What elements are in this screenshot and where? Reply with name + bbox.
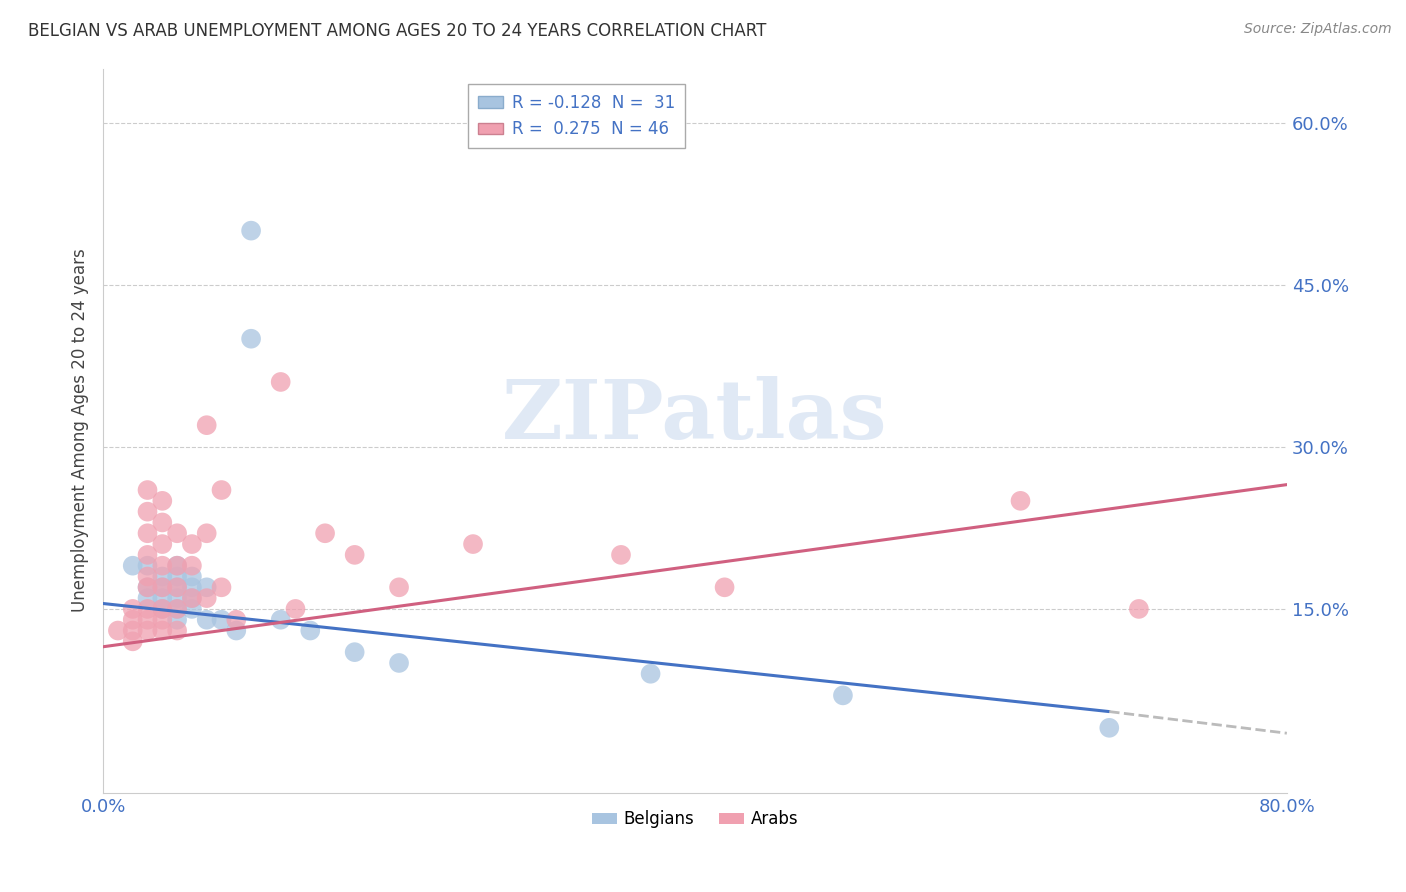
Point [150, 624, 173, 638]
Point [121, 602, 143, 616]
Point [713, 580, 735, 594]
Text: BELGIAN VS ARAB UNEMPLOYMENT AMONG AGES 20 TO 24 YEARS CORRELATION CHART: BELGIAN VS ARAB UNEMPLOYMENT AMONG AGES … [28, 22, 766, 40]
Point [388, 580, 411, 594]
Point [832, 689, 855, 703]
Point [166, 591, 188, 606]
Point [166, 558, 188, 573]
Point [195, 526, 218, 541]
Point [136, 580, 159, 594]
Point [270, 613, 292, 627]
Point [136, 505, 159, 519]
Point [136, 569, 159, 583]
Point [195, 613, 218, 627]
Point [136, 591, 159, 606]
Point [150, 516, 173, 530]
Point [166, 602, 188, 616]
Point [180, 558, 202, 573]
Point [166, 580, 188, 594]
Point [343, 645, 366, 659]
Point [1010, 493, 1032, 508]
Point [166, 526, 188, 541]
Point [150, 580, 173, 594]
Y-axis label: Unemployment Among Ages 20 to 24 years: Unemployment Among Ages 20 to 24 years [72, 249, 89, 613]
Point [150, 602, 173, 616]
Point [211, 613, 233, 627]
Point [150, 580, 173, 594]
Point [150, 558, 173, 573]
Point [225, 613, 247, 627]
Point [166, 624, 188, 638]
Point [121, 558, 143, 573]
Point [240, 332, 263, 346]
Point [314, 526, 336, 541]
Legend: Belgians, Arabs: Belgians, Arabs [585, 804, 806, 835]
Point [640, 666, 662, 681]
Point [136, 483, 159, 497]
Point [299, 624, 322, 638]
Point [225, 624, 247, 638]
Point [180, 602, 202, 616]
Point [1128, 602, 1150, 616]
Point [166, 613, 188, 627]
Point [180, 537, 202, 551]
Point [610, 548, 633, 562]
Point [180, 591, 202, 606]
Point [136, 613, 159, 627]
Point [121, 613, 143, 627]
Point [136, 526, 159, 541]
Text: ZIPatlas: ZIPatlas [502, 376, 887, 456]
Point [166, 602, 188, 616]
Point [150, 613, 173, 627]
Point [150, 569, 173, 583]
Point [136, 558, 159, 573]
Point [107, 624, 129, 638]
Point [180, 569, 202, 583]
Point [136, 548, 159, 562]
Point [195, 418, 218, 433]
Point [166, 569, 188, 583]
Point [136, 624, 159, 638]
Point [150, 591, 173, 606]
Point [180, 591, 202, 606]
Point [1098, 721, 1121, 735]
Point [150, 537, 173, 551]
Point [270, 375, 292, 389]
Point [195, 591, 218, 606]
Point [195, 580, 218, 594]
Point [136, 580, 159, 594]
Point [343, 548, 366, 562]
Point [388, 656, 411, 670]
Point [136, 602, 159, 616]
Point [166, 558, 188, 573]
Point [240, 224, 263, 238]
Point [121, 634, 143, 648]
Point [150, 493, 173, 508]
Point [180, 580, 202, 594]
Point [166, 580, 188, 594]
Point [284, 602, 307, 616]
Point [150, 602, 173, 616]
Point [211, 483, 233, 497]
Text: Source: ZipAtlas.com: Source: ZipAtlas.com [1244, 22, 1392, 37]
Point [211, 580, 233, 594]
Point [121, 624, 143, 638]
Point [461, 537, 484, 551]
